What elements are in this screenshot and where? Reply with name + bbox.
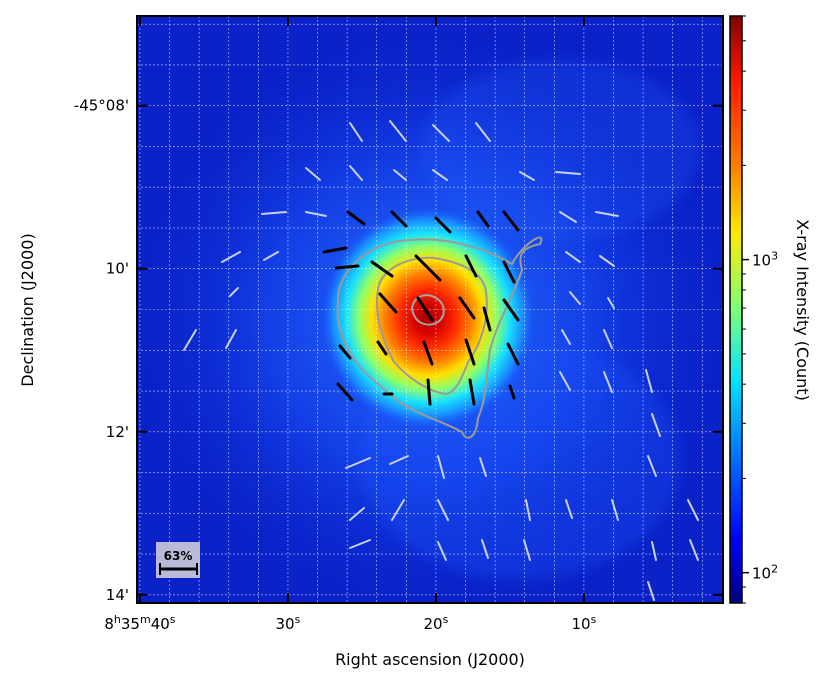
y-tick-label: 14' [106, 586, 129, 604]
x-tick-label: 10s [571, 613, 596, 634]
colorbar: 102 103 X-ray Intensity (Count) [729, 15, 812, 604]
colorbar-label: X-ray Intensity (Count) [793, 219, 812, 401]
x-axis: 8h35m40s 30s 20s 10s [104, 16, 597, 634]
coordinate-grid [137, 16, 723, 603]
y-axis-label: Declination (J2000) [18, 233, 37, 386]
intensity-map: 63% [137, 16, 723, 603]
colorbar-tick-label: 103 [752, 249, 778, 270]
x-axis-label: Right ascension (J2000) [335, 650, 525, 669]
polarization-vectors [183, 120, 699, 601]
scale-bar-label: 63% [164, 549, 193, 563]
y-tick-label: 10' [106, 260, 129, 278]
x-tick-label: 8h35m40s [104, 613, 175, 634]
x-tick-label: 20s [424, 613, 449, 634]
colorbar-tick-label: 102 [752, 562, 778, 583]
scale-bar: 63% [156, 542, 200, 578]
y-tick-label: -45°08' [74, 97, 129, 115]
y-axis: -45°08' 10' 12' 14' [74, 97, 723, 604]
plot-frame [136, 15, 724, 604]
y-tick-label: 12' [106, 423, 129, 441]
x-tick-label: 30s [276, 613, 301, 634]
